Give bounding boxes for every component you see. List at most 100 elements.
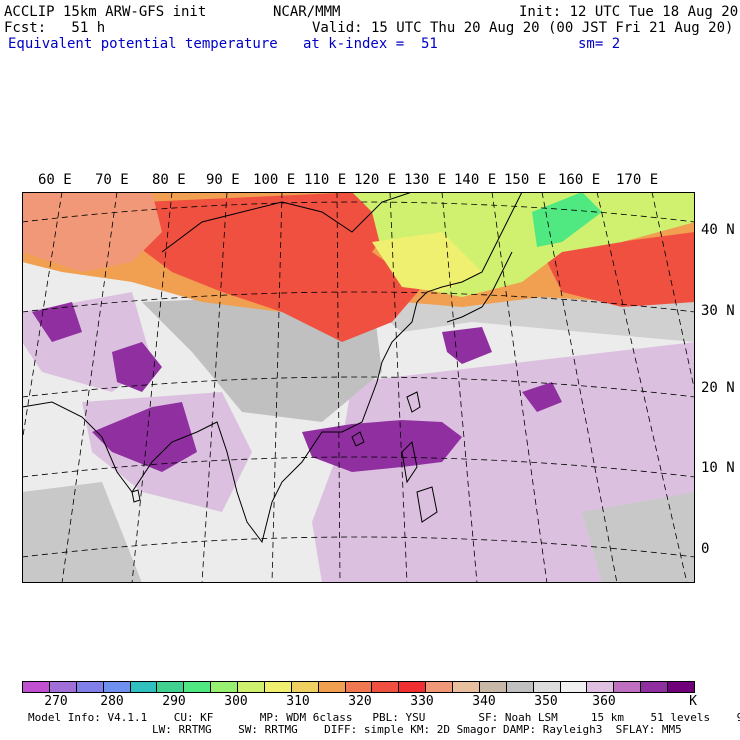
colorbar-swatch — [291, 682, 319, 692]
colorbar-swatch — [372, 682, 400, 692]
colorbar-swatch — [426, 682, 453, 692]
colorbar-swatch — [479, 682, 507, 692]
coastline-sri-lanka — [131, 489, 141, 503]
lat-label: 20 N — [701, 380, 735, 396]
colorbar-swatch — [399, 682, 427, 692]
red-band-northeast — [542, 232, 695, 307]
colorbar-unit: K — [689, 694, 697, 709]
meridian-120e — [389, 192, 408, 583]
coastline-hainan — [351, 431, 365, 447]
grey-region-south — [22, 482, 142, 583]
map-frame — [22, 192, 695, 583]
meridian-90e — [201, 192, 228, 583]
colorbar-swatch — [345, 682, 373, 692]
colorbar-tick: 340 — [472, 694, 496, 709]
purple-core-arabia — [32, 302, 82, 342]
lat-label: 30 N — [701, 303, 735, 319]
colorbar-swatch — [264, 682, 292, 692]
colorbar-swatch — [23, 682, 50, 692]
field-name: Equivalent potential temperature — [8, 36, 278, 52]
colorbar-swatch — [318, 682, 346, 692]
colorbar-tick: 320 — [348, 694, 372, 709]
meridian-80e — [131, 192, 173, 583]
colorbar-tick: 290 — [162, 694, 186, 709]
colorbar-swatch — [103, 682, 131, 692]
coastline-japan — [446, 251, 513, 323]
lat-label: 0 — [701, 541, 710, 557]
colorbar-swatch — [76, 682, 104, 692]
yellow-region — [372, 232, 482, 292]
lon-label: 60 E — [38, 172, 72, 188]
lon-label: 150 E — [504, 172, 547, 188]
red-band-north — [132, 192, 422, 342]
colorbar-swatch — [560, 682, 588, 692]
colorbar-tick: 350 — [534, 694, 558, 709]
meridian-70e — [61, 192, 118, 583]
colorbar — [22, 681, 695, 693]
colorbar-swatch — [184, 682, 212, 692]
purple-core-india — [92, 402, 197, 472]
lon-label: 120 E — [354, 172, 397, 188]
colorbar-tick: 280 — [100, 694, 124, 709]
colorbar-swatch — [130, 682, 158, 692]
colorbar-swatch — [157, 682, 185, 692]
meridian-60e — [22, 192, 63, 443]
model-info-line-2: LW: RRTMG SW: RRTMG DIFF: simple KM: 2D … — [152, 723, 682, 736]
colorbar-tick: 270 — [44, 694, 68, 709]
equivalent-potential-temperature-map — [22, 192, 695, 583]
lon-label: 170 E — [616, 172, 659, 188]
lon-label: 90 E — [206, 172, 240, 188]
colorbar-tick: 360 — [592, 694, 616, 709]
parallel-10n — [22, 456, 695, 478]
colorbar-swatch — [668, 682, 694, 692]
coastline-philippines — [416, 486, 438, 523]
border-china-north — [161, 192, 413, 253]
colorbar-swatch — [453, 682, 480, 692]
purple-core-scs — [302, 420, 462, 472]
smoothing-label: sm= 2 — [578, 36, 621, 52]
meridian-130e — [441, 192, 478, 583]
salmon-region-west — [22, 192, 162, 272]
colorbar-swatch — [211, 682, 238, 692]
colorbar-swatch — [641, 682, 668, 692]
lon-label: 80 E — [152, 172, 186, 188]
colorbar-swatch — [533, 682, 561, 692]
purple-core-india-north — [112, 342, 162, 392]
forecast-hour: Fcst: 51 h — [4, 20, 106, 36]
model-title: ACCLIP 15km ARW-GFS init — [4, 4, 207, 20]
organization-label: NCAR/MMM — [273, 4, 341, 20]
lon-label: 70 E — [95, 172, 129, 188]
parallel-40n — [22, 201, 695, 223]
graticule — [22, 192, 695, 583]
lon-label: 130 E — [404, 172, 447, 188]
colorbar-swatch — [506, 682, 534, 692]
purple-core-pacific-east — [522, 382, 562, 412]
level-label: at k-index = 51 — [303, 36, 438, 52]
lon-label: 140 E — [454, 172, 497, 188]
grey-region-southeast — [582, 492, 695, 583]
colorbar-tick: 300 — [224, 694, 248, 709]
coastline-taiwan — [406, 391, 421, 413]
coastline-luzon — [401, 440, 418, 484]
coastline-south-asia — [22, 301, 418, 544]
valid-time: Valid: 15 UTC Thu 20 Aug 20 (00 JST Fri … — [312, 20, 734, 36]
lat-label: 10 N — [701, 460, 735, 476]
meridian-150e — [541, 192, 618, 583]
lat-label: 40 N — [701, 222, 735, 238]
colorbar-swatch — [49, 682, 77, 692]
model-info-line-1: Model Info: V4.1.1 CU: KF MP: WDM 6class… — [28, 711, 740, 724]
coastlines — [22, 192, 523, 544]
colorbar-swatch — [614, 682, 642, 692]
purple-core-pacific — [442, 327, 492, 364]
green-region — [532, 192, 602, 247]
lon-label: 160 E — [558, 172, 601, 188]
coastline-korea-japan — [416, 192, 523, 303]
lon-label: 110 E — [304, 172, 347, 188]
meridian-140e — [491, 192, 548, 583]
parallel-0 — [22, 536, 695, 558]
colorbar-swatch — [587, 682, 615, 692]
parallel-30n — [22, 291, 695, 313]
meridian-160e — [596, 192, 688, 583]
meridian-170e — [651, 192, 695, 393]
meridian-110e — [336, 192, 341, 583]
